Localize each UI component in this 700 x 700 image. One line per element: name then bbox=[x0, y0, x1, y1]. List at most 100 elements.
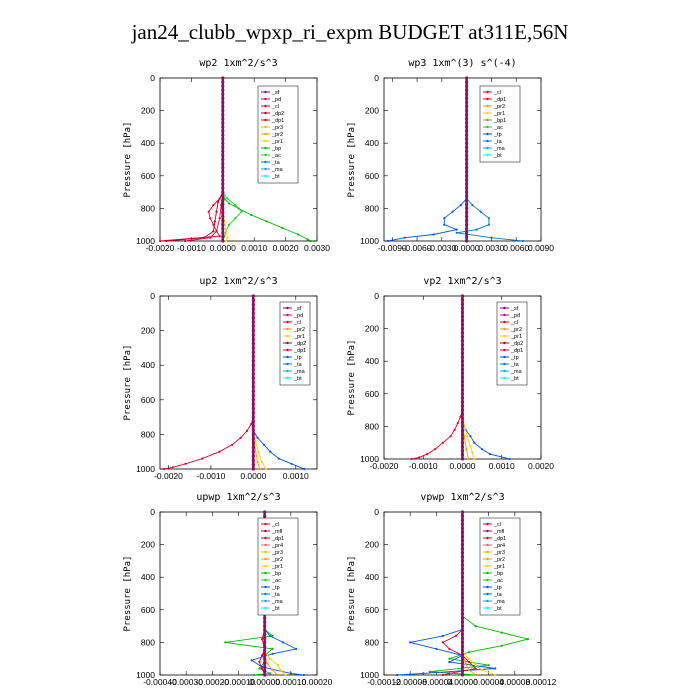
zero-profile-point bbox=[221, 133, 225, 137]
data-point-pr1 bbox=[224, 230, 227, 233]
zero-profile-point bbox=[460, 310, 465, 314]
legend-marker bbox=[486, 139, 489, 143]
y-tick-label: 1000 bbox=[136, 670, 155, 680]
zero-profile-point bbox=[460, 632, 465, 636]
legend-label: _tp bbox=[510, 355, 519, 361]
chart-panel-6: vpwp 1xm^2/s^3 Pressure [hPa] 0 200 400 600 80… bbox=[347, 492, 557, 687]
legend-label: _pr2 bbox=[493, 557, 505, 563]
data-point-ta bbox=[471, 204, 474, 207]
legend-marker bbox=[264, 160, 267, 164]
data-point-ta bbox=[455, 231, 458, 234]
zero-profile-point bbox=[465, 162, 469, 166]
zero-profile-point bbox=[460, 384, 465, 388]
chart-title: vpwp 1xm^2/s^3 bbox=[420, 492, 504, 503]
zero-profile-point bbox=[465, 174, 469, 178]
zero-profile-point bbox=[221, 104, 225, 109]
legend-label: _bp bbox=[271, 146, 281, 152]
legend-marker bbox=[264, 104, 267, 108]
legend-marker bbox=[264, 550, 267, 554]
y-axis-label: Pressure [hPa] bbox=[347, 340, 357, 416]
zero-profile-point bbox=[460, 575, 465, 579]
data-point-dp2 bbox=[213, 220, 216, 223]
x-tick-label: 0.0010 bbox=[489, 461, 515, 471]
y-tick-label: 0 bbox=[374, 507, 379, 517]
zero-profile-point bbox=[221, 92, 225, 96]
y-tick-label: 800 bbox=[141, 637, 155, 647]
y-tick-label: 1000 bbox=[360, 236, 379, 246]
series-line-tp bbox=[462, 422, 510, 460]
legend-marker bbox=[503, 313, 506, 317]
legend-label: _ta bbox=[293, 362, 303, 368]
zero-profile-point bbox=[221, 141, 225, 145]
data-point-bp bbox=[487, 664, 490, 667]
zero-profile-point bbox=[465, 141, 469, 145]
zero-profile-point bbox=[465, 109, 469, 113]
zero-profile-point bbox=[460, 314, 465, 318]
data-point-tp bbox=[508, 457, 511, 461]
y-tick-label: 800 bbox=[141, 203, 155, 213]
zero-profile-point bbox=[465, 129, 469, 133]
data-point-tp bbox=[443, 223, 446, 226]
zero-profile-point bbox=[460, 432, 465, 437]
zero-profile-point bbox=[251, 398, 255, 402]
x-tick-label: -0.0010 bbox=[177, 243, 206, 253]
x-tick-label: 0.00012 bbox=[526, 677, 557, 687]
y-tick-label: 800 bbox=[365, 421, 379, 431]
zero-profile-point bbox=[460, 534, 465, 539]
y-tick-label: 600 bbox=[141, 171, 155, 181]
zero-profile-point bbox=[460, 644, 465, 649]
legend-label: _bt bbox=[493, 606, 502, 612]
data-point-ta bbox=[479, 210, 482, 213]
legend-marker bbox=[264, 90, 267, 94]
zero-profile-point bbox=[460, 628, 465, 632]
data-point-dp1 bbox=[218, 235, 221, 238]
zero-profile-point bbox=[460, 445, 465, 449]
legend-marker bbox=[264, 132, 267, 136]
legend-marker bbox=[486, 578, 489, 582]
series-line-bp bbox=[429, 615, 529, 676]
zero-profile-point bbox=[251, 376, 255, 380]
data-point-pr1 bbox=[467, 657, 471, 660]
legend-marker bbox=[264, 543, 267, 547]
data-point-pr1 bbox=[260, 461, 263, 464]
series-line-dp1 bbox=[411, 409, 463, 460]
data-point-cl bbox=[218, 217, 221, 220]
data-point-bp bbox=[297, 233, 300, 236]
zero-profile-point bbox=[251, 307, 255, 311]
zero-profile-point bbox=[460, 551, 465, 555]
x-tick-label: -0.00020 bbox=[196, 677, 230, 687]
y-tick-label: 0 bbox=[374, 291, 379, 301]
legend-label: _pd bbox=[510, 313, 520, 319]
legend-marker bbox=[264, 153, 267, 157]
zero-profile-point bbox=[221, 153, 225, 157]
zero-profile-point bbox=[460, 351, 465, 355]
zero-profile-point bbox=[465, 76, 469, 80]
zero-profile-point bbox=[263, 653, 267, 657]
data-point-dp1 bbox=[467, 660, 471, 664]
legend-marker bbox=[264, 592, 267, 596]
legend-label: _ac bbox=[271, 153, 281, 159]
zero-profile-point bbox=[460, 559, 465, 563]
data-point-pr1 bbox=[471, 451, 474, 454]
zero-profile-point bbox=[251, 346, 255, 350]
zero-profile-point bbox=[263, 510, 267, 514]
zero-profile-point bbox=[465, 210, 469, 215]
zero-profile-point bbox=[251, 298, 255, 302]
plot-frame bbox=[383, 77, 542, 242]
zero-profile-point bbox=[221, 182, 225, 186]
legend-marker bbox=[264, 139, 267, 143]
x-tick-label: 0.0010 bbox=[283, 471, 309, 481]
x-tick-label: -0.0020 bbox=[370, 461, 399, 471]
x-tick-label: -0.00010 bbox=[222, 677, 256, 687]
data-point-tp bbox=[441, 634, 444, 638]
zero-profile-point bbox=[251, 419, 255, 423]
legend-marker bbox=[264, 599, 267, 603]
legend-label: _ta bbox=[493, 592, 503, 598]
zero-profile-point bbox=[221, 162, 225, 166]
data-point-tp bbox=[469, 435, 472, 438]
y-axis-label: Pressure [hPa] bbox=[123, 556, 133, 632]
data-point-tp bbox=[396, 673, 399, 677]
x-tick-label: 0.0030 bbox=[478, 243, 504, 253]
legend-label: _dp2 bbox=[293, 341, 306, 347]
series-line-dp1 bbox=[159, 191, 224, 242]
